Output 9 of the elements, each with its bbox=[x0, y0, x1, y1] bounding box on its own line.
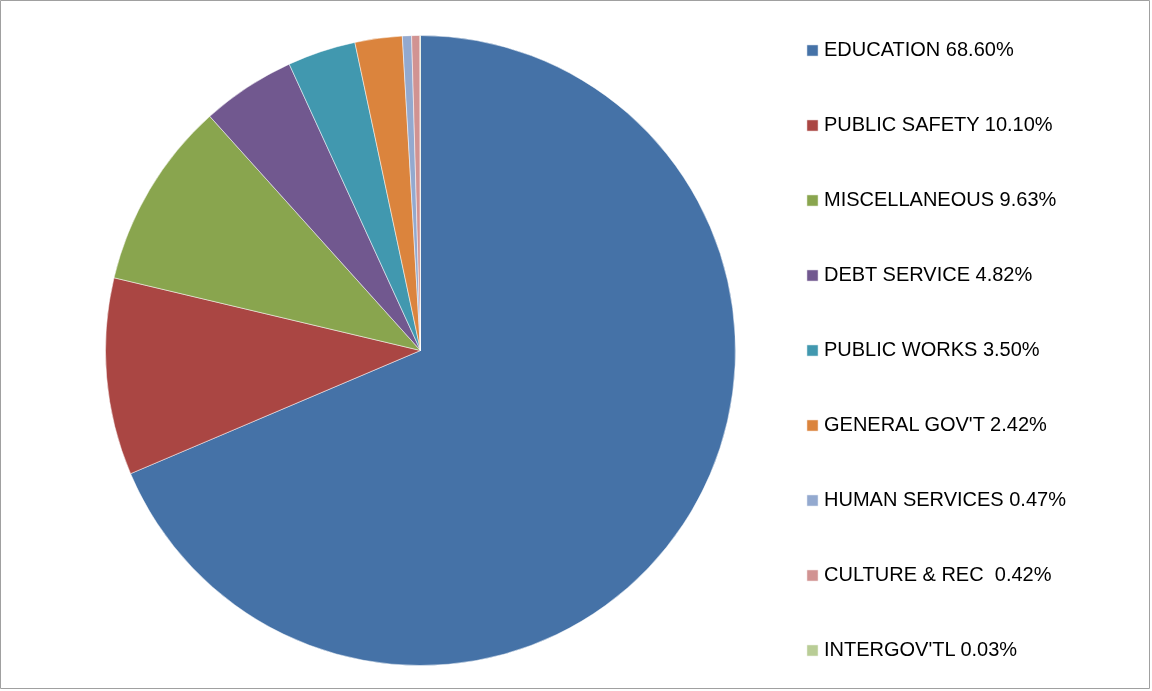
legend-label: MISCELLANEOUS 9.63% bbox=[824, 188, 1057, 211]
legend-label: HUMAN SERVICES 0.47% bbox=[824, 488, 1066, 511]
legend-label: INTERGOV'TL 0.03% bbox=[824, 638, 1018, 661]
legend-label: PUBLIC SAFETY 10.10% bbox=[824, 113, 1053, 136]
legend-label: EDUCATION 68.60% bbox=[824, 38, 1014, 61]
legend-label: CULTURE & REC 0.42% bbox=[824, 563, 1052, 586]
legend-label: GENERAL GOV'T 2.42% bbox=[824, 413, 1047, 436]
legend-label: DEBT SERVICE 4.82% bbox=[824, 263, 1033, 286]
legend-label: PUBLIC WORKS 3.50% bbox=[824, 338, 1040, 361]
